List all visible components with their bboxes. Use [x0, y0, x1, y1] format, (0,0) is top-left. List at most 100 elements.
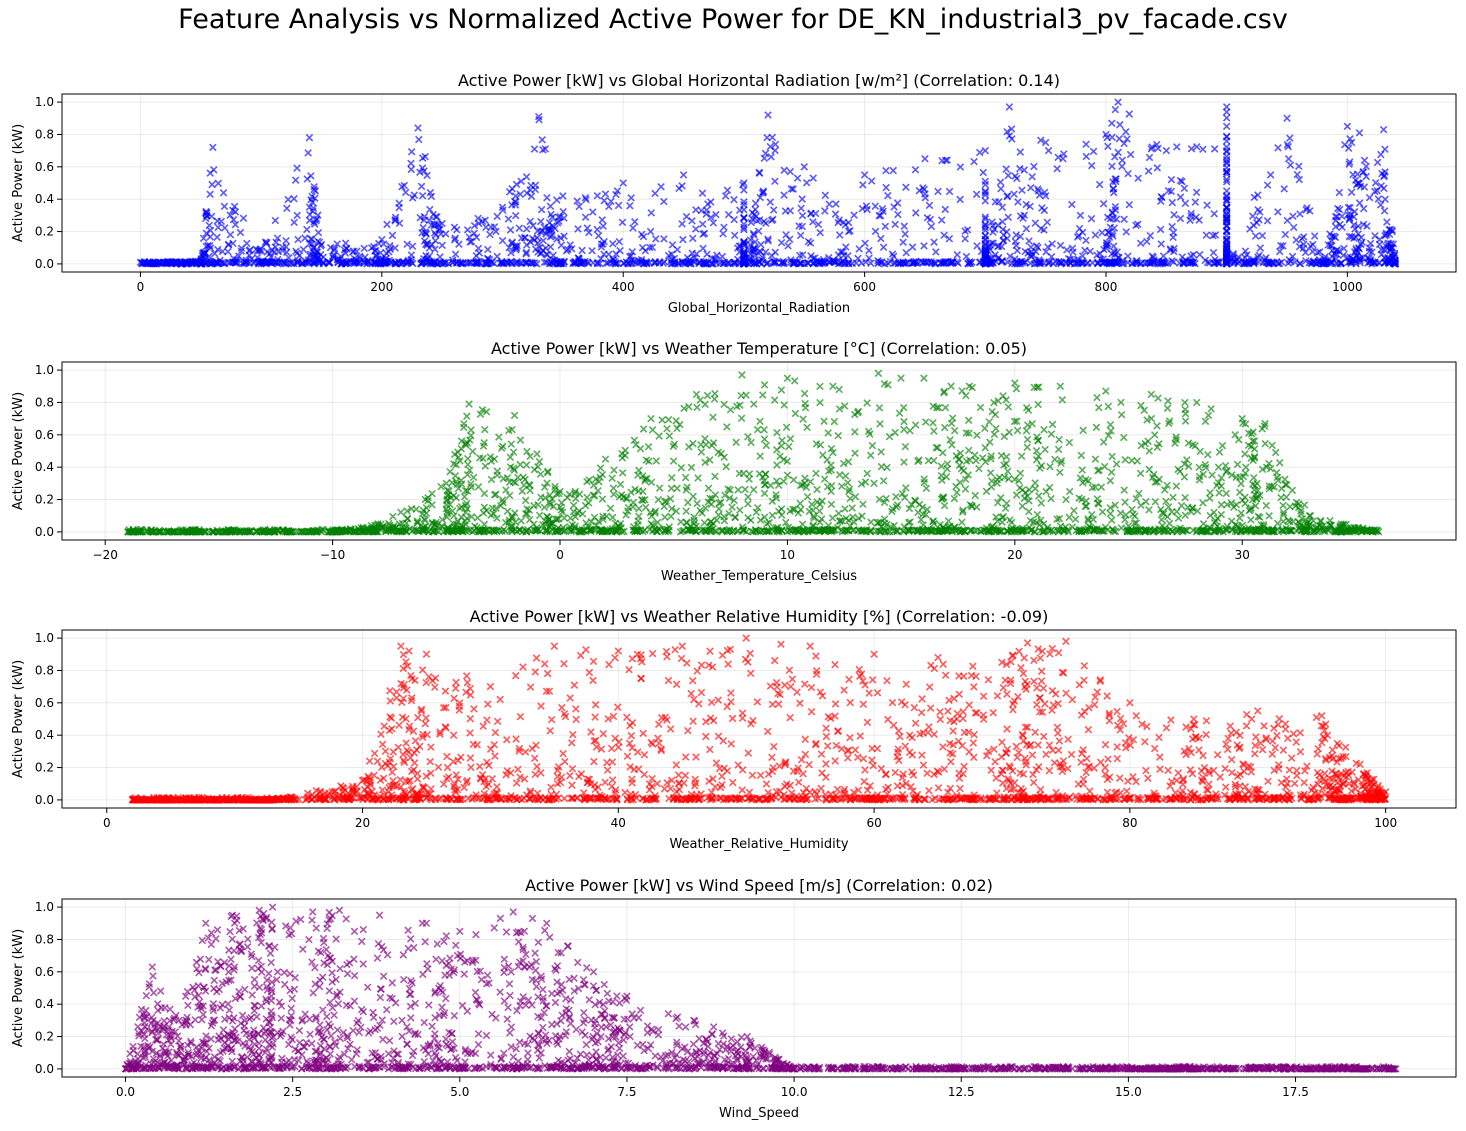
scatter-point	[1331, 222, 1340, 231]
scatter-point	[692, 225, 700, 233]
scatter-point	[757, 240, 765, 249]
scatter-point	[796, 231, 805, 240]
scatter-point	[417, 707, 426, 715]
scatter-point	[1231, 527, 1240, 536]
scatter-point	[1102, 387, 1110, 395]
scatter-point	[560, 232, 568, 240]
scatter-point	[349, 247, 358, 255]
scatter-point	[546, 501, 554, 509]
scatter-point	[598, 216, 606, 224]
scatter-point	[835, 231, 844, 239]
scatter-point	[473, 259, 481, 268]
scatter-point	[210, 166, 218, 174]
scatter-point	[604, 259, 612, 267]
scatter-point	[841, 505, 849, 513]
scatter-point	[1055, 526, 1064, 534]
scatter-point	[466, 238, 474, 246]
scatter-point	[1250, 437, 1259, 445]
scatter-point	[467, 426, 475, 434]
scatter-point	[523, 189, 531, 197]
scatter-point	[950, 494, 959, 503]
scatter-point	[1037, 499, 1046, 507]
scatter-point	[615, 237, 624, 246]
scatter-point	[281, 260, 290, 268]
x-tick-label: 30	[1235, 548, 1250, 562]
scatter-point	[804, 237, 813, 246]
scatter-point	[428, 501, 436, 509]
scatter-point	[1137, 401, 1145, 410]
scatter-point	[308, 207, 317, 215]
scatter-point	[635, 259, 643, 267]
scatter-point	[1203, 258, 1212, 267]
scatter-point	[993, 517, 1002, 525]
scatter-point	[976, 403, 985, 412]
scatter-point	[531, 181, 540, 189]
scatter-point	[680, 404, 688, 413]
x-tick-label: 600	[853, 280, 876, 294]
scatter-point	[782, 518, 790, 527]
scatter-point	[1112, 215, 1121, 223]
y-tick-label: 0.4	[35, 192, 54, 206]
scatter-point	[789, 185, 797, 193]
scatter-point	[760, 154, 769, 163]
scatter-point	[546, 202, 555, 211]
scatter-point	[1047, 494, 1055, 503]
scatter-point	[838, 517, 846, 525]
scatter-point	[1268, 441, 1276, 450]
scatter-point	[976, 527, 985, 535]
scatter-point	[360, 244, 368, 253]
scatter-point	[973, 503, 981, 511]
scatter-point	[422, 714, 430, 722]
scatter-point	[952, 452, 961, 460]
scatter-point	[1279, 242, 1287, 250]
scatter-point	[282, 236, 290, 245]
scatter-point	[350, 257, 358, 266]
y-tick-label: 1.0	[35, 363, 54, 377]
scatter-point	[838, 528, 847, 536]
scatter-point	[987, 455, 995, 463]
scatter-point	[971, 451, 979, 459]
scatter-point	[493, 471, 501, 479]
scatter-point	[859, 181, 867, 189]
scatter-point	[898, 527, 907, 535]
scatter-point	[1026, 516, 1035, 525]
scatter-point	[1199, 499, 1207, 507]
scatter-point	[981, 188, 990, 197]
scatter-point	[760, 435, 769, 443]
scatter-point	[895, 409, 904, 417]
scatter-point	[569, 501, 578, 510]
scatter-point	[639, 496, 647, 505]
scatter-point	[755, 469, 764, 478]
scatter-point	[981, 239, 990, 248]
scatter-point	[1265, 459, 1273, 468]
scatter-point	[1343, 525, 1352, 534]
scatter-point	[593, 191, 602, 200]
scatter-point	[1016, 212, 1025, 220]
scatter-point	[290, 259, 298, 268]
scatter-point	[1108, 452, 1116, 461]
scatter-point	[516, 190, 525, 199]
scatter-point	[940, 526, 948, 534]
scatter-point	[665, 432, 674, 440]
scatter-point	[468, 447, 477, 456]
scatter-point	[667, 473, 676, 482]
scatter-point	[747, 438, 755, 447]
scatter-point	[557, 499, 566, 507]
scatter-point	[1271, 448, 1280, 457]
scatter-point	[767, 153, 775, 161]
scatter-point	[688, 676, 697, 685]
scatter-point	[859, 500, 867, 508]
scatter-point	[548, 213, 557, 222]
scatter-point	[1349, 170, 1357, 179]
scatter-point	[1281, 475, 1289, 484]
scatter-point	[487, 223, 495, 232]
scatter-point	[1043, 218, 1052, 226]
scatter-point	[1124, 252, 1132, 260]
scatter-point	[1062, 495, 1070, 504]
scatter-point	[877, 448, 885, 456]
scatter-point	[1118, 162, 1126, 171]
scatter-point	[236, 228, 245, 237]
scatter-point	[1290, 779, 1299, 788]
scatter-point	[1154, 394, 1162, 402]
scatter-point	[844, 516, 853, 525]
